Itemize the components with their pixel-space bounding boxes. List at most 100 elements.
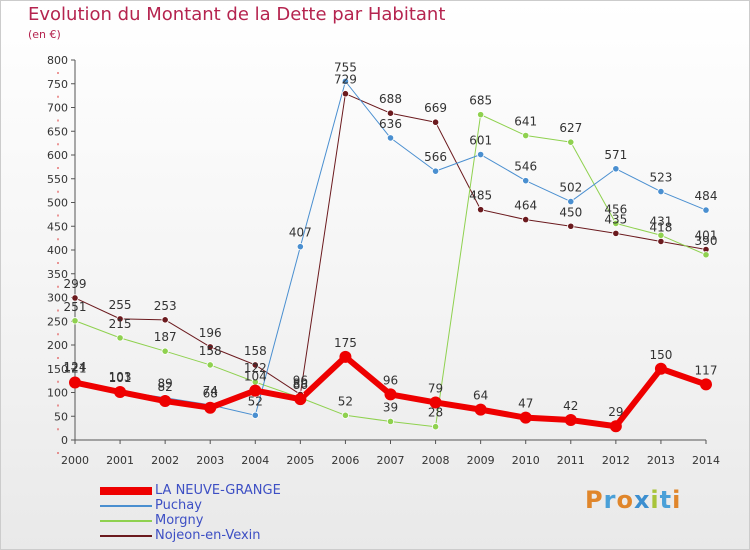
data-point (431, 167, 440, 175)
x-tick-label: 2003 (196, 454, 224, 467)
data-label: 464 (514, 199, 537, 213)
data-label: 104 (244, 370, 267, 384)
data-point (522, 216, 530, 224)
data-point (477, 206, 485, 214)
legend-swatch-nojeon-en-vexin (100, 535, 152, 537)
data-point (251, 411, 259, 419)
data-point (384, 388, 397, 401)
data-label: 42 (563, 399, 578, 413)
logo-letter: i (672, 486, 682, 514)
x-tick-label: 2012 (602, 454, 630, 467)
data-point (114, 386, 127, 399)
data-label: 158 (199, 344, 222, 358)
logo-letter: P (585, 486, 604, 514)
data-point (249, 384, 262, 397)
data-point (386, 109, 395, 117)
data-label: 523 (649, 171, 672, 185)
chart-title: Evolution du Montant de la Dette par Hab… (28, 4, 446, 25)
data-point (206, 361, 214, 369)
x-tick-label: 2001 (106, 454, 134, 467)
data-label: 688 (379, 92, 402, 106)
y-tick-label: 450 (47, 220, 68, 233)
y-tick-label: 650 (47, 125, 68, 138)
data-label: 39 (383, 400, 398, 414)
data-point (567, 138, 575, 146)
data-point (161, 347, 169, 355)
data-label: 685 (469, 94, 492, 108)
data-label: 68 (203, 387, 218, 401)
data-label: 158 (244, 344, 267, 358)
y-tick-label: 750 (47, 78, 68, 91)
data-point (657, 231, 665, 239)
data-point (612, 219, 620, 227)
data-label: 390 (695, 234, 718, 248)
x-tick-label: 2011 (557, 454, 585, 467)
data-label: 89 (158, 377, 173, 391)
data-point (204, 401, 217, 414)
data-label: 82 (158, 380, 173, 394)
data-label: 215 (109, 317, 132, 331)
data-label: 175 (334, 336, 357, 350)
data-point (161, 316, 169, 324)
legend-label: Morgny (155, 513, 204, 528)
data-point (657, 237, 665, 246)
data-point (477, 111, 485, 119)
y-tick-label: 100 (47, 387, 68, 400)
data-label: 601 (469, 134, 492, 148)
data-label: 74 (203, 384, 218, 398)
data-point (567, 222, 575, 230)
data-point (159, 395, 172, 408)
y-tick-label: 600 (47, 149, 68, 162)
x-tick-label: 2000 (61, 454, 89, 467)
logo-letter: x (633, 486, 651, 514)
data-label: 117 (695, 363, 718, 377)
data-point (477, 150, 485, 159)
logo-letter: i (650, 486, 660, 514)
data-label: 566 (424, 150, 447, 164)
data-label: 124 (64, 360, 87, 374)
data-label: 669 (424, 101, 447, 115)
data-label: 502 (559, 181, 582, 195)
data-label: 729 (334, 73, 357, 87)
data-label: 450 (559, 205, 582, 219)
data-label: 571 (604, 148, 627, 162)
data-label: 52 (338, 394, 353, 408)
x-tick-label: 2008 (422, 454, 450, 467)
y-tick-label: 700 (47, 102, 68, 115)
legend-label: Puchay (155, 498, 202, 513)
data-label: 52 (248, 394, 263, 408)
y-tick-label: 0 (61, 434, 68, 447)
data-label: 418 (649, 220, 672, 234)
data-label: 196 (199, 326, 222, 340)
data-point (700, 378, 712, 391)
data-point (294, 393, 307, 406)
data-point (69, 376, 81, 389)
proxiti-logo: Proxiti (585, 486, 681, 514)
data-label: 484 (695, 189, 718, 203)
data-label: 456 (604, 202, 627, 216)
legend-swatch-morgny (100, 520, 152, 522)
y-tick-label: 200 (47, 339, 68, 352)
data-point (564, 414, 577, 427)
data-label: 187 (154, 330, 177, 344)
data-label: 435 (604, 212, 627, 226)
data-label: 431 (649, 214, 672, 228)
y-tick-label: 800 (47, 54, 68, 67)
x-tick-label: 2002 (151, 454, 179, 467)
data-label: 89 (293, 377, 308, 391)
data-point (702, 251, 710, 259)
data-point (386, 417, 395, 426)
data-label: 755 (334, 60, 357, 74)
data-label: 546 (514, 160, 537, 174)
x-tick-label: 2010 (512, 454, 540, 467)
data-point (431, 423, 440, 431)
y-tick-label: 500 (47, 197, 68, 210)
data-point (609, 420, 622, 433)
data-point (341, 411, 350, 419)
data-label: 255 (109, 298, 132, 312)
data-point (612, 229, 620, 237)
data-point (251, 361, 259, 369)
data-point (71, 294, 79, 302)
